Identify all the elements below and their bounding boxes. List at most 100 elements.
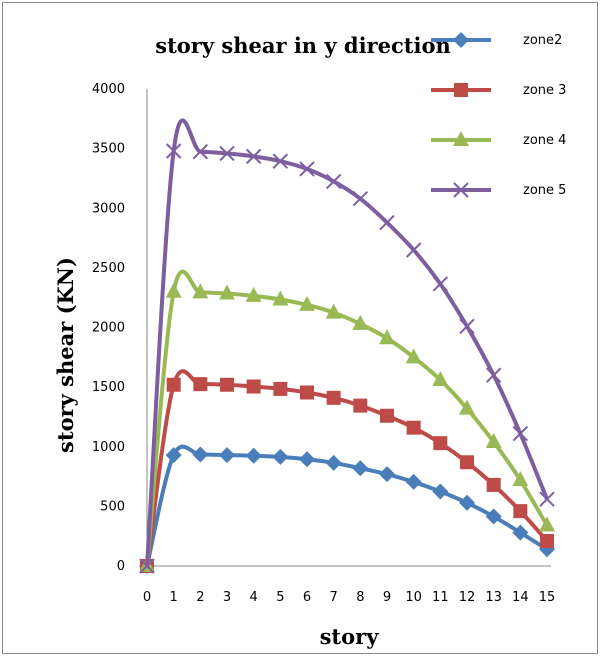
series-line bbox=[145, 444, 549, 567]
y-tick-label: 2000 bbox=[92, 321, 125, 336]
data-point bbox=[379, 214, 395, 231]
data-point bbox=[353, 398, 368, 413]
x-marker-stroke bbox=[219, 145, 235, 162]
series-zone5 bbox=[139, 118, 555, 574]
x-tick-label: 12 bbox=[459, 590, 476, 605]
data-point bbox=[540, 533, 554, 548]
x-tick-label: 13 bbox=[485, 590, 502, 605]
x-marker-stroke bbox=[379, 214, 395, 231]
data-point bbox=[192, 283, 209, 299]
x-tick-label: 8 bbox=[356, 590, 364, 605]
data-point bbox=[220, 377, 234, 392]
data-point bbox=[272, 290, 289, 306]
x-marker-stroke bbox=[192, 143, 209, 160]
data-point bbox=[272, 153, 289, 169]
data-point bbox=[166, 377, 181, 392]
data-point bbox=[219, 145, 235, 162]
y-tick-label: 3500 bbox=[92, 142, 125, 157]
legend: zone2 zone 3 zone 4 zone 5 bbox=[431, 32, 566, 198]
data-point bbox=[219, 284, 235, 300]
chart-svg: story shear in y direction story shear (… bbox=[53, 32, 566, 649]
data-point bbox=[326, 390, 341, 405]
data-point bbox=[485, 432, 502, 448]
data-point bbox=[512, 524, 529, 541]
y-tick-label: 2500 bbox=[92, 261, 125, 276]
data-point bbox=[352, 191, 369, 207]
data-point bbox=[433, 436, 448, 451]
legend-swatch-marker bbox=[453, 131, 469, 146]
x-marker-stroke bbox=[139, 558, 155, 574]
y-tick-label: 1000 bbox=[92, 440, 125, 455]
data-point bbox=[432, 483, 449, 500]
data-point bbox=[512, 471, 529, 487]
x-tick-label: 3 bbox=[223, 590, 231, 605]
data-point bbox=[246, 379, 261, 394]
y-tick-label: 4000 bbox=[92, 82, 125, 97]
data-point bbox=[139, 558, 155, 574]
data-point bbox=[379, 329, 395, 345]
series-line bbox=[145, 118, 549, 567]
data-point bbox=[165, 143, 182, 159]
data-point bbox=[325, 173, 342, 190]
y-tick-label: 3000 bbox=[92, 201, 125, 216]
data-point bbox=[299, 295, 315, 311]
x-marker-stroke bbox=[325, 173, 342, 190]
chart-title: story shear in y direction bbox=[155, 33, 450, 58]
data-point bbox=[485, 508, 502, 525]
legend-label: zone 5 bbox=[523, 183, 566, 198]
legend-item: zone 4 bbox=[431, 131, 566, 148]
data-point bbox=[432, 276, 449, 292]
legend-label: zone 4 bbox=[523, 133, 566, 148]
x-marker-stroke bbox=[539, 491, 555, 507]
data-point bbox=[245, 148, 262, 165]
data-point bbox=[460, 455, 474, 470]
x-marker-stroke bbox=[432, 276, 449, 292]
data-point bbox=[300, 385, 314, 400]
x-tick-label: 7 bbox=[330, 590, 338, 605]
data-point bbox=[273, 381, 288, 396]
y-tick-label: 0 bbox=[117, 559, 125, 574]
x-tick-label: 10 bbox=[405, 590, 422, 605]
data-point bbox=[325, 454, 342, 471]
x-marker-stroke bbox=[165, 143, 182, 159]
x-axis-title: story bbox=[320, 624, 380, 649]
series-zone3 bbox=[140, 369, 554, 573]
x-marker-stroke bbox=[299, 161, 315, 177]
series-zone4 bbox=[139, 269, 555, 572]
data-point bbox=[485, 367, 502, 383]
data-point bbox=[406, 420, 421, 435]
x-marker-stroke bbox=[245, 148, 262, 165]
data-point bbox=[299, 451, 315, 468]
data-point bbox=[459, 494, 475, 511]
x-marker-stroke bbox=[352, 191, 369, 207]
legend-item: zone2 bbox=[431, 32, 562, 48]
data-point bbox=[245, 447, 262, 464]
data-point bbox=[165, 282, 182, 298]
data-point bbox=[405, 348, 422, 364]
data-point bbox=[432, 370, 449, 386]
series-line bbox=[145, 369, 549, 567]
legend-label: zone2 bbox=[523, 33, 562, 48]
y-axis-title-group: story shear (KN) bbox=[53, 257, 78, 453]
legend-label: zone 3 bbox=[523, 83, 566, 98]
y-axis-title: story shear (KN) bbox=[53, 257, 78, 453]
legend-swatch-marker bbox=[454, 83, 468, 97]
data-point bbox=[380, 408, 394, 423]
data-point bbox=[539, 516, 555, 532]
x-tick-label: 15 bbox=[539, 590, 556, 605]
data-point bbox=[459, 399, 475, 415]
x-tick-label: 11 bbox=[432, 590, 449, 605]
series-line bbox=[145, 269, 549, 567]
data-point bbox=[299, 161, 315, 177]
x-tick-label: 6 bbox=[303, 590, 311, 605]
data-point bbox=[193, 377, 208, 392]
data-point bbox=[539, 491, 555, 507]
data-point bbox=[352, 314, 369, 330]
legend-item: zone 3 bbox=[431, 83, 566, 98]
data-point bbox=[459, 318, 475, 335]
legend-swatch-marker bbox=[453, 32, 469, 48]
x-tick-label: 14 bbox=[512, 590, 529, 605]
data-point bbox=[219, 447, 235, 464]
y-tick-label: 1500 bbox=[92, 380, 125, 395]
